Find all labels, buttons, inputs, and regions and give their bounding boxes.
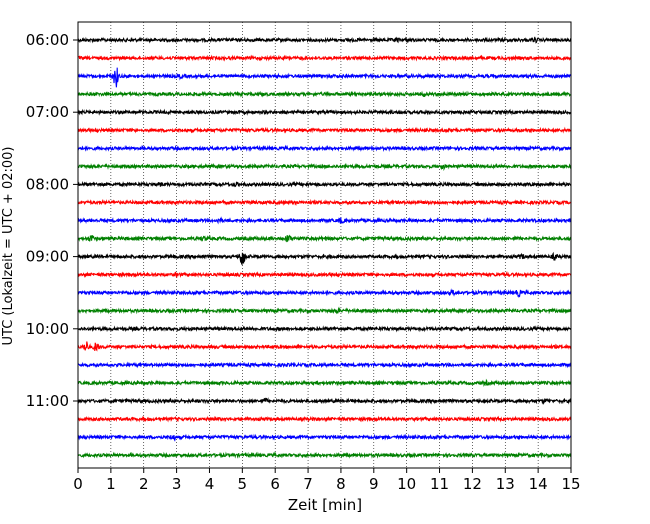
trace-0615 xyxy=(77,54,572,62)
trace-0600 xyxy=(77,36,572,44)
trace-0715 xyxy=(77,126,572,134)
x-tick-label: 2 xyxy=(139,475,149,493)
x-tick-label: 0 xyxy=(73,475,83,493)
x-tick-label: 12 xyxy=(463,475,482,493)
x-tick-label: 9 xyxy=(369,475,379,493)
trace-1045 xyxy=(77,378,572,387)
x-tick-label: 5 xyxy=(238,475,248,493)
trace-0915 xyxy=(77,271,572,279)
x-tick-label: 7 xyxy=(303,475,313,493)
trace-0815 xyxy=(77,198,571,207)
trace-0745 xyxy=(77,162,572,172)
y-tick-label: 10:00 xyxy=(26,320,69,338)
trace-1130 xyxy=(77,433,572,442)
x-axis-label: Zeit [min] xyxy=(288,496,362,514)
trace-0945 xyxy=(77,306,572,315)
x-tick-label: 8 xyxy=(336,475,346,493)
x-tick-label: 10 xyxy=(397,475,416,493)
y-tick-label: 06:00 xyxy=(26,31,69,49)
trace-0630 xyxy=(77,67,572,88)
trace-1015 xyxy=(77,341,572,352)
plot-frame xyxy=(77,21,572,469)
trace-0930 xyxy=(77,288,572,298)
x-tick-label: 14 xyxy=(529,475,548,493)
trace-0800 xyxy=(77,180,572,189)
x-tick-label: 6 xyxy=(270,475,280,493)
x-tick-label: 13 xyxy=(496,475,515,493)
trace-0845 xyxy=(77,234,572,243)
y-tick-label: 08:00 xyxy=(26,175,69,193)
trace-0645 xyxy=(77,90,572,98)
trace-1115 xyxy=(77,415,572,423)
trace-1030 xyxy=(77,361,572,369)
x-tick-label: 11 xyxy=(430,475,449,493)
grid-lines xyxy=(110,22,539,468)
trace-0730 xyxy=(77,144,572,152)
trace-0700 xyxy=(77,108,572,116)
y-axis-label: UTC (Lokalzeit = UTC + 02:00) xyxy=(1,147,16,346)
trace-1100 xyxy=(77,397,572,405)
y-tick-label: 07:00 xyxy=(26,103,69,121)
trace-1000 xyxy=(77,325,572,333)
axis-ticks: 0 1 2 3 4 5 6 7 8 9 10 11 12 13 14 1506:0007:0008:0009:… xyxy=(26,31,581,493)
trace-lines xyxy=(77,36,572,459)
x-tick-label: 3 xyxy=(172,475,182,493)
y-tick-label: 09:00 xyxy=(26,248,69,266)
trace-0830 xyxy=(77,216,572,225)
x-tick-label: 1 xyxy=(106,475,116,493)
x-tick-label: 4 xyxy=(205,475,215,493)
trace-0900 xyxy=(77,251,572,267)
x-tick-label: 15 xyxy=(561,475,580,493)
trace-1145 xyxy=(77,451,572,459)
y-tick-label: 11:00 xyxy=(26,392,69,410)
